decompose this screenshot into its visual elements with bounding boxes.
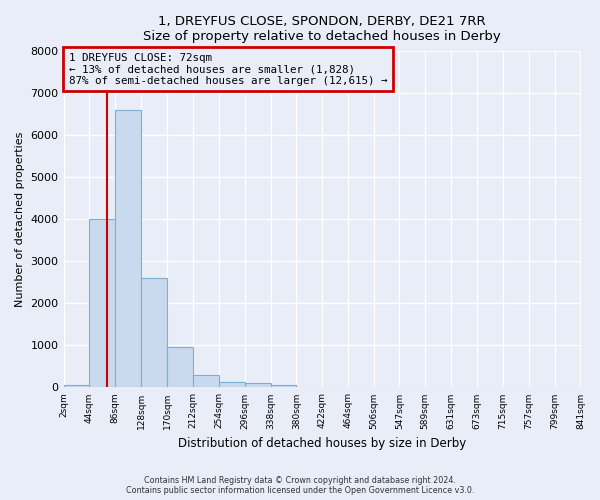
Bar — [115, 110, 141, 388]
Bar — [89, 220, 115, 388]
Text: 1 DREYFUS CLOSE: 72sqm
← 13% of detached houses are smaller (1,828)
87% of semi-: 1 DREYFUS CLOSE: 72sqm ← 13% of detached… — [69, 53, 387, 86]
Bar — [271, 386, 296, 388]
X-axis label: Distribution of detached houses by size in Derby: Distribution of detached houses by size … — [178, 437, 466, 450]
Y-axis label: Number of detached properties: Number of detached properties — [15, 132, 25, 307]
Bar — [64, 386, 89, 388]
Bar — [193, 375, 219, 388]
Bar — [245, 383, 271, 388]
Title: 1, DREYFUS CLOSE, SPONDON, DERBY, DE21 7RR
Size of property relative to detached: 1, DREYFUS CLOSE, SPONDON, DERBY, DE21 7… — [143, 15, 501, 43]
Bar — [167, 348, 193, 388]
Bar — [141, 278, 167, 388]
Text: Contains HM Land Registry data © Crown copyright and database right 2024.
Contai: Contains HM Land Registry data © Crown c… — [126, 476, 474, 495]
Bar — [219, 382, 245, 388]
